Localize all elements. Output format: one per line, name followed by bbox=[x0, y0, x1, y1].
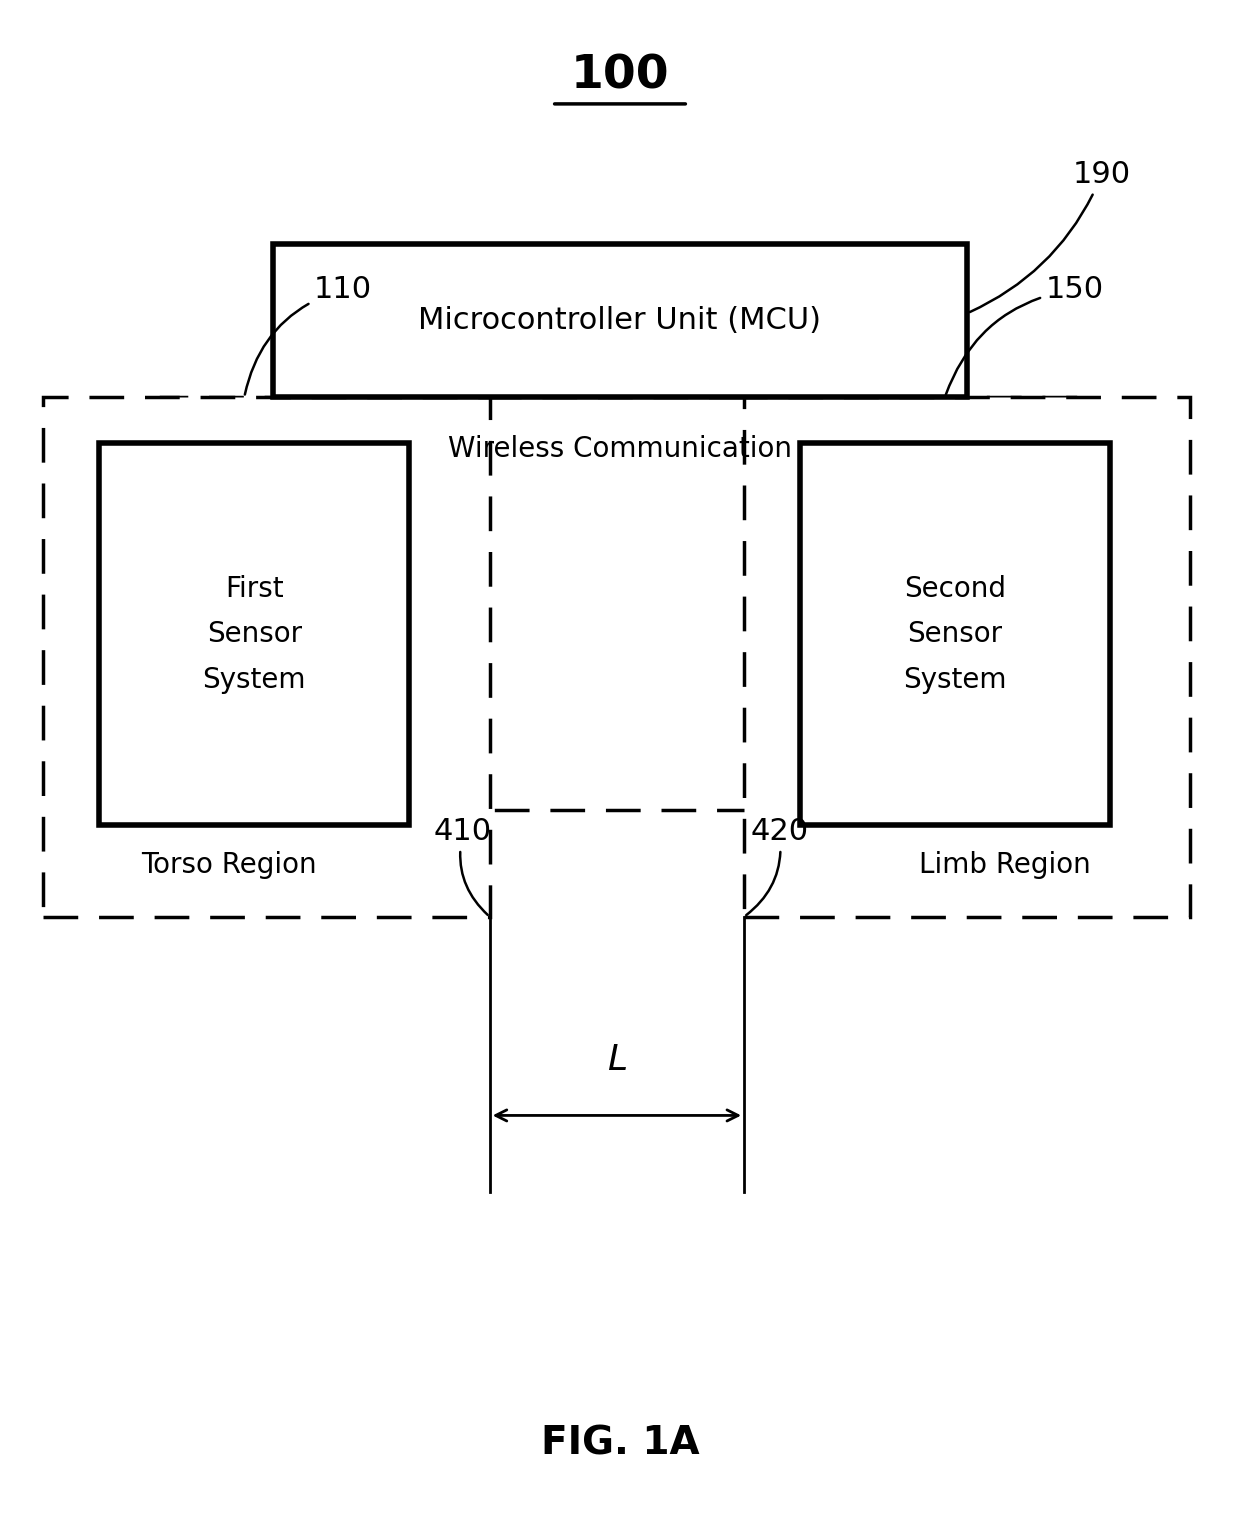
Text: Wireless Communication: Wireless Communication bbox=[448, 435, 792, 463]
FancyBboxPatch shape bbox=[43, 397, 490, 917]
FancyBboxPatch shape bbox=[800, 443, 1110, 825]
Text: L: L bbox=[606, 1044, 627, 1077]
Text: 150: 150 bbox=[946, 275, 1104, 394]
FancyBboxPatch shape bbox=[273, 244, 967, 397]
Text: Second
Sensor
System: Second Sensor System bbox=[903, 575, 1007, 694]
FancyBboxPatch shape bbox=[161, 397, 1079, 810]
Text: 100: 100 bbox=[570, 53, 670, 99]
Text: 110: 110 bbox=[244, 275, 372, 394]
Text: 410: 410 bbox=[434, 817, 492, 915]
Text: 190: 190 bbox=[970, 160, 1131, 312]
Text: 420: 420 bbox=[746, 817, 808, 915]
Text: FIG. 1A: FIG. 1A bbox=[541, 1426, 699, 1462]
Text: First
Sensor
System: First Sensor System bbox=[202, 575, 306, 694]
Text: Microcontroller Unit (MCU): Microcontroller Unit (MCU) bbox=[419, 307, 821, 335]
Text: Torso Region: Torso Region bbox=[141, 851, 317, 879]
FancyBboxPatch shape bbox=[99, 443, 409, 825]
FancyBboxPatch shape bbox=[744, 397, 1190, 917]
Text: Limb Region: Limb Region bbox=[919, 851, 1090, 879]
